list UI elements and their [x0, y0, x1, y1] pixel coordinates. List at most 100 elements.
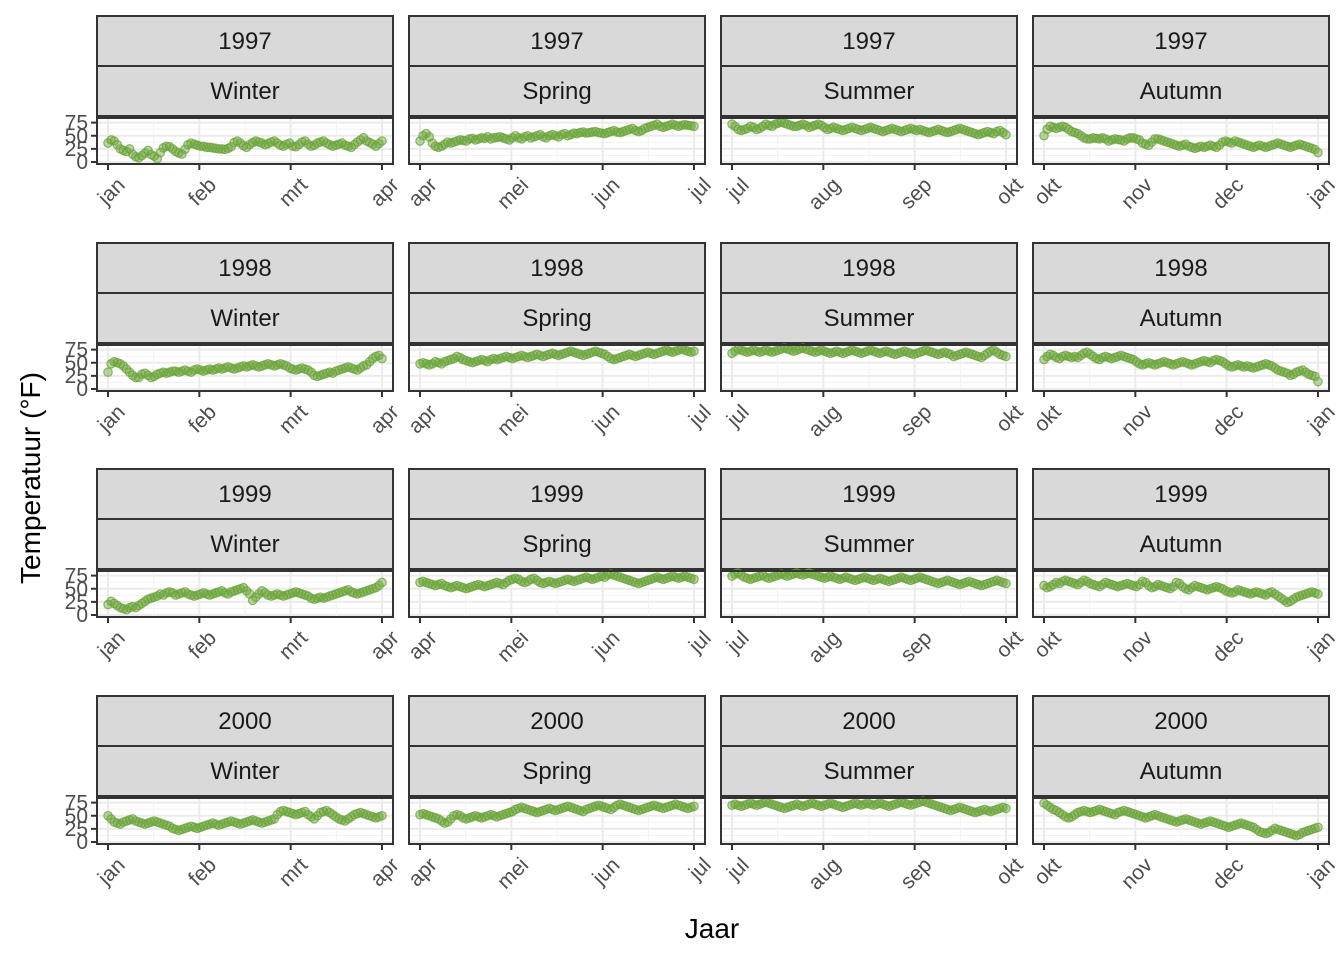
x-tick-label: feb: [184, 400, 221, 437]
strip-year: [408, 242, 706, 294]
strip-season: [96, 745, 394, 797]
y-tick-label: 0: [76, 604, 88, 627]
x-tick-label: nov: [1117, 400, 1158, 441]
x-tick-label: okt: [1030, 400, 1066, 436]
x-tick-label: apr: [404, 853, 442, 891]
strip-year: [408, 468, 706, 520]
x-tick-label: mei: [493, 626, 533, 666]
x-tick-label: aug: [804, 400, 845, 441]
x-tick-label: okt: [992, 173, 1028, 209]
facet-panel-1997-spring: 1997 Spring apr mei jun jul: [404, 15, 716, 214]
facet-panel-1999-autumn: 1999 Autumn okt nov dec jan: [1030, 468, 1340, 667]
x-axis-title: Jaar: [685, 913, 739, 944]
x-tick-label: apr: [366, 173, 404, 211]
facet-panel-2000-summer: 2000 Summer jul aug sep okt: [720, 695, 1028, 895]
strip-season-label: Summer: [824, 758, 915, 785]
data-point: [1313, 822, 1323, 833]
data-point: [1001, 351, 1011, 362]
strip-year: [96, 242, 394, 294]
strip-season-label: Autumn: [1140, 78, 1223, 105]
data-point: [1001, 578, 1011, 589]
strip-year-label: 1997: [530, 28, 583, 55]
panel-border: [96, 344, 394, 392]
facet-panel-1997-summer: 1997 Summer jul aug sep okt: [720, 15, 1028, 215]
x-tick-label: feb: [184, 853, 221, 890]
strip-year-label: 1999: [842, 481, 895, 508]
x-tick-label: okt: [992, 626, 1028, 662]
data-point: [103, 367, 113, 377]
panel-border: [408, 344, 706, 392]
strip-year: [720, 242, 1018, 294]
strip-season-label: Winter: [210, 531, 279, 558]
strip-season-label: Winter: [210, 78, 279, 105]
y-tick-label: 75: [65, 565, 88, 588]
facet-panel-1998-spring: 1998 Spring apr mei jun jul: [404, 242, 716, 441]
facet-panel-2000-spring: 2000 Spring apr mei jun jul: [404, 695, 716, 894]
x-tick-label: apr: [404, 626, 442, 664]
panel-border: [96, 797, 394, 845]
panel-border: [408, 570, 706, 618]
strip-season: [1032, 518, 1330, 570]
x-tick-label: mrt: [275, 853, 313, 891]
y-axis-title: Temperatuur (°F): [15, 372, 46, 584]
x-tick-label: jun: [588, 173, 625, 210]
strip-season-label: Summer: [824, 78, 915, 105]
data-point: [415, 136, 425, 146]
x-tick-label: okt: [1030, 853, 1066, 889]
x-tick-label: jun: [588, 400, 625, 437]
facet-panel-1999-spring: 1999 Spring apr mei jun jul: [404, 468, 716, 667]
data-point: [180, 144, 190, 155]
facet-panel-1997-autumn: 1997 Autumn okt nov dec jan: [1030, 15, 1340, 214]
x-tick-label: dec: [1208, 173, 1248, 213]
x-tick-label: jan: [93, 853, 130, 890]
data-point: [177, 149, 187, 159]
facet-panel-1999-summer: 1999 Summer jul aug sep okt: [720, 468, 1028, 668]
strip-season-label: Spring: [522, 758, 591, 785]
x-tick-label: jul: [684, 626, 716, 658]
y-tick-label: 50: [65, 805, 88, 828]
y-tick-label: 0: [76, 151, 88, 174]
strip-season: [408, 745, 706, 797]
x-tick-label: jan: [1303, 853, 1340, 890]
strip-year-label: 2000: [530, 708, 583, 735]
y-tick-label: 50: [65, 578, 88, 601]
strip-season-label: Spring: [522, 78, 591, 105]
panel-border: [720, 797, 1018, 845]
strip-season: [96, 65, 394, 117]
panel-border: [1032, 797, 1330, 845]
facet-panel-1998-autumn: 1998 Autumn okt nov dec jan: [1030, 242, 1340, 441]
panel-border: [720, 117, 1018, 165]
x-tick-label: aug: [804, 626, 845, 667]
data-point: [689, 574, 699, 585]
x-tick-label: okt: [1030, 626, 1066, 662]
strip-season: [408, 292, 706, 344]
y-tick-label: 0: [76, 831, 88, 854]
x-tick-label: mei: [493, 173, 533, 213]
y-tick-label: 75: [65, 339, 88, 362]
strip-season-label: Summer: [824, 305, 915, 332]
x-tick-label: dec: [1208, 853, 1248, 893]
x-tick-label: dec: [1208, 400, 1248, 440]
x-tick-label: apr: [366, 853, 404, 891]
data-point: [689, 121, 699, 132]
data-point: [377, 577, 387, 588]
y-tick-label: 75: [65, 112, 88, 135]
strip-season-label: Winter: [210, 758, 279, 785]
strip-season: [720, 65, 1018, 117]
strip-year-label: 1999: [1154, 481, 1207, 508]
x-tick-label: mrt: [275, 400, 313, 438]
strip-year: [408, 15, 706, 67]
x-tick-label: sep: [896, 173, 936, 213]
strip-year-label: 2000: [1154, 708, 1207, 735]
panel-border: [96, 570, 394, 618]
data-point: [1313, 589, 1323, 599]
facet-panel-2000-autumn: 2000 Autumn okt nov dec jan: [1030, 695, 1340, 894]
y-tick-label: 0: [76, 378, 88, 401]
x-tick-label: jun: [588, 626, 625, 663]
facet-panel-1998-summer: 1998 Summer jul aug sep okt: [720, 242, 1028, 442]
strip-year-label: 1998: [530, 255, 583, 282]
x-tick-label: aug: [804, 173, 845, 214]
